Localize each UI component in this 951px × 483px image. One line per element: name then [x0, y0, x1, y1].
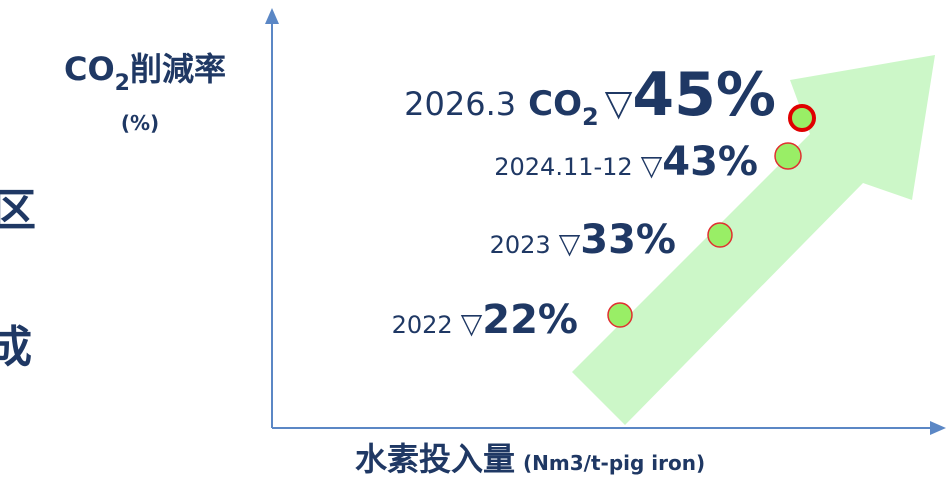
value: 45%	[632, 60, 776, 130]
symbol: ▽	[605, 83, 633, 124]
side-text: 区	[0, 185, 36, 236]
value: 22%	[482, 297, 578, 343]
milestone-point	[788, 104, 816, 132]
y-label-main: CO	[64, 50, 115, 88]
x-label-unit: (Nm3/t-pig iron)	[523, 451, 705, 475]
x-axis-arrow	[930, 421, 946, 435]
period: 2022	[392, 311, 453, 339]
y-axis-label: CO2削減率	[64, 50, 226, 96]
y-axis-unit: (%)	[121, 111, 159, 135]
gas: CO	[528, 84, 582, 124]
milestone-point	[774, 142, 802, 170]
y-axis-arrow	[265, 8, 279, 24]
x-label-main: 水素投入量	[355, 440, 515, 478]
symbol: ▽	[559, 227, 581, 260]
period: 2024.11-12	[494, 153, 632, 181]
milestone-point	[607, 302, 633, 328]
y-label-sub: 2	[115, 71, 130, 96]
symbol: ▽	[641, 149, 663, 182]
x-axis-label: 水素投入量 (Nm3/t-pig iron)	[355, 440, 705, 478]
y-label-rest: 削減率	[130, 50, 226, 88]
trend-arrow	[572, 55, 935, 425]
milestone-label: 2024.11-12 ▽43%	[494, 139, 758, 185]
milestone-label: 2022 ▽22%	[392, 297, 578, 343]
milestone-label: 2026.3 CO2 ▽45%	[404, 60, 776, 131]
side-text: 成	[0, 322, 32, 373]
symbol: ▽	[461, 307, 483, 340]
value: 33%	[580, 217, 676, 263]
period: 2026.3	[404, 85, 516, 123]
milestone-label: 2023 ▽33%	[490, 217, 676, 263]
gas-sub: 2	[582, 103, 599, 131]
period: 2023	[490, 231, 551, 259]
value: 43%	[662, 139, 758, 185]
milestone-point	[707, 222, 733, 248]
